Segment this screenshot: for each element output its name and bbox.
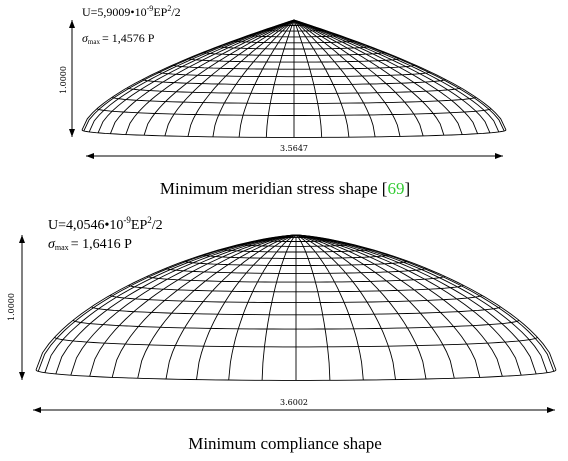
mesh-line [109,294,483,304]
stress: σmax = 1,4576 P [82,31,155,46]
mesh-line [35,369,557,381]
mesh-line [127,87,461,94]
mesh-line [202,51,386,56]
mesh-line [143,19,295,136]
energy: U=5,9009•10-9EP2/2 [82,4,181,19]
mesh-line [165,267,427,274]
mesh-line [91,306,501,316]
mesh-line [239,243,353,247]
stress: σmax = 1,6416 P [48,237,132,252]
mesh-line [72,319,520,330]
mesh-line [295,234,537,375]
dome-mesh [81,19,507,138]
mesh-line [295,234,555,372]
width-label: 3.6002 [280,398,308,407]
mesh-line [217,46,371,50]
mesh-line [172,64,416,70]
height-label: 1.0000 [7,293,16,321]
mesh-line [295,234,548,373]
mesh-line [37,234,297,372]
mesh-line [96,108,492,116]
mesh-line [248,34,340,38]
mesh-line [55,234,297,375]
mesh-line [233,40,355,44]
mesh-line [44,234,297,373]
mesh-line [184,260,408,266]
mesh-line [111,96,477,104]
mesh-line [295,234,503,377]
mesh-line [278,24,310,26]
mesh-line [295,234,331,381]
mesh-line [164,19,295,137]
caption: Minimum compliance shape [188,434,382,453]
mesh-line [293,19,445,136]
caption: Minimum meridian stress shape [69] [160,179,410,198]
mesh-line [54,336,538,348]
dome-mesh [35,234,557,381]
mesh-line [221,248,371,253]
mesh-line [261,234,297,381]
mesh-line [89,234,297,377]
mesh-line [293,19,424,137]
width-label: 3.5647 [280,144,308,153]
mesh-line [258,239,334,242]
mesh-line [277,236,315,239]
mesh-line [202,254,390,259]
height-label: 1.0000 [59,66,68,94]
mesh-line [187,58,401,63]
energy: U=4,0546•10-9EP2/2 [48,215,163,233]
mesh-line [147,275,445,283]
mesh-line [128,284,464,293]
mesh-line [263,29,325,32]
mesh-line [81,129,507,138]
mesh-line [142,79,446,86]
mesh-line [157,71,431,78]
